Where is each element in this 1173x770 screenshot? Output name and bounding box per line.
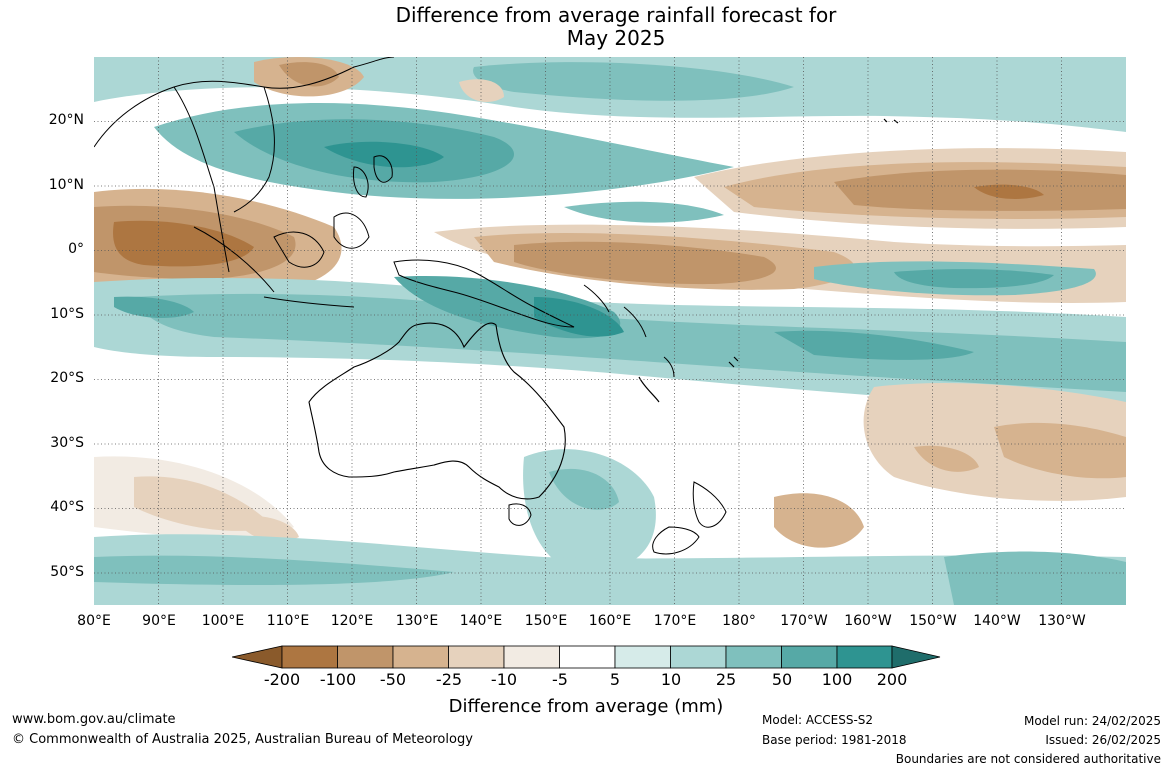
map-title: Difference from average rainfall forecas… [300, 4, 932, 50]
legend-title: Difference from average (mm) [448, 696, 724, 717]
legend-tick-3: -25 [435, 670, 463, 689]
asia-coastline [94, 57, 395, 273]
wet-areas-south [94, 449, 1126, 605]
rainfall-anomaly-map [94, 57, 1126, 605]
model-text: Model: ACCESS-S2 [762, 713, 874, 727]
legend-swatch-1 [281, 645, 338, 669]
lon-label-130e: 130°E [395, 613, 439, 629]
legend-tick-8: 25 [715, 670, 737, 689]
legend-swatch-10 [781, 645, 838, 669]
new-zealand-outline [652, 481, 727, 555]
legend-tick-4: -10 [490, 670, 518, 689]
tasmania-outline [508, 503, 532, 526]
legend-colorbar [232, 645, 941, 669]
dry-areas-south [94, 382, 1126, 548]
legend-tick-7: 10 [660, 670, 682, 689]
title-line-2: May 2025 [566, 26, 666, 50]
lon-label-180: 180° [722, 613, 756, 629]
title-line-1: Difference from average rainfall forecas… [395, 3, 837, 27]
legend-tick-11: 200 [876, 670, 908, 689]
legend-tick-2: -50 [379, 670, 407, 689]
lat-label-10s: 10°S [50, 306, 84, 322]
legend-swatch-8 [670, 645, 727, 669]
lon-label-160w: 160°W [844, 613, 892, 629]
lon-label-150e: 150°E [524, 613, 568, 629]
legend-tick-6: 5 [609, 670, 621, 689]
dry-areas-north [254, 57, 1126, 229]
lon-label-140w: 140°W [973, 613, 1021, 629]
legend-tick-5: -5 [552, 670, 568, 689]
legend-swatch-2 [337, 645, 394, 669]
lon-label-90e: 90°E [142, 613, 176, 629]
lat-label-20n: 20°N [48, 112, 84, 128]
lat-label-40s: 40°S [50, 499, 84, 515]
legend-swatch-4 [448, 645, 505, 669]
lat-label-50s: 50°S [50, 564, 84, 580]
model-run-text: Model run: 24/02/2025 [1023, 714, 1161, 728]
legend-swatch-5 [503, 645, 560, 669]
legend-swatch-9 [725, 645, 782, 669]
legend-tick-1: -100 [319, 670, 357, 689]
lat-label-10n: 10°N [48, 177, 84, 193]
legend-swatch-6 [559, 645, 616, 669]
lat-label-20s: 20°S [50, 370, 84, 386]
australia-outline [308, 322, 566, 500]
lon-label-150w: 150°W [909, 613, 957, 629]
lon-label-130w: 130°W [1038, 613, 1086, 629]
issued-text: Issued: 26/02/2025 [1045, 733, 1161, 747]
lon-label-110e: 110°E [266, 613, 310, 629]
graticule [94, 57, 1126, 605]
lon-label-170e: 170°E [653, 613, 697, 629]
lon-label-140e: 140°E [459, 613, 503, 629]
legend-tick-10: 100 [821, 670, 853, 689]
lat-label-0: 0° [68, 241, 84, 257]
copyright-text: © Commonwealth of Australia 2025, Austra… [12, 732, 473, 747]
legend-swatch-7 [614, 645, 671, 669]
legend-tick-9: 50 [771, 670, 793, 689]
lon-label-160e: 160°E [588, 613, 632, 629]
lon-label-120e: 120°E [330, 613, 374, 629]
lon-label-170w: 170°W [780, 613, 828, 629]
lon-label-80e: 80°E [77, 613, 111, 629]
website-link[interactable]: www.bom.gov.au/climate [12, 712, 176, 727]
boundaries-disclaimer: Boundaries are not considered authoritat… [895, 752, 1161, 766]
legend-swatch-3 [392, 645, 449, 669]
legend-swatch-11 [836, 645, 893, 669]
base-period-text: Base period: 1981-2018 [762, 733, 907, 747]
maritime-islands [193, 155, 675, 378]
legend-swatch-above-200 [891, 645, 941, 669]
lat-label-30s: 30°S [50, 435, 84, 451]
legend-swatch-below-200 [232, 645, 283, 669]
lon-label-100e: 100°E [201, 613, 245, 629]
legend-tick-0: -200 [263, 670, 301, 689]
